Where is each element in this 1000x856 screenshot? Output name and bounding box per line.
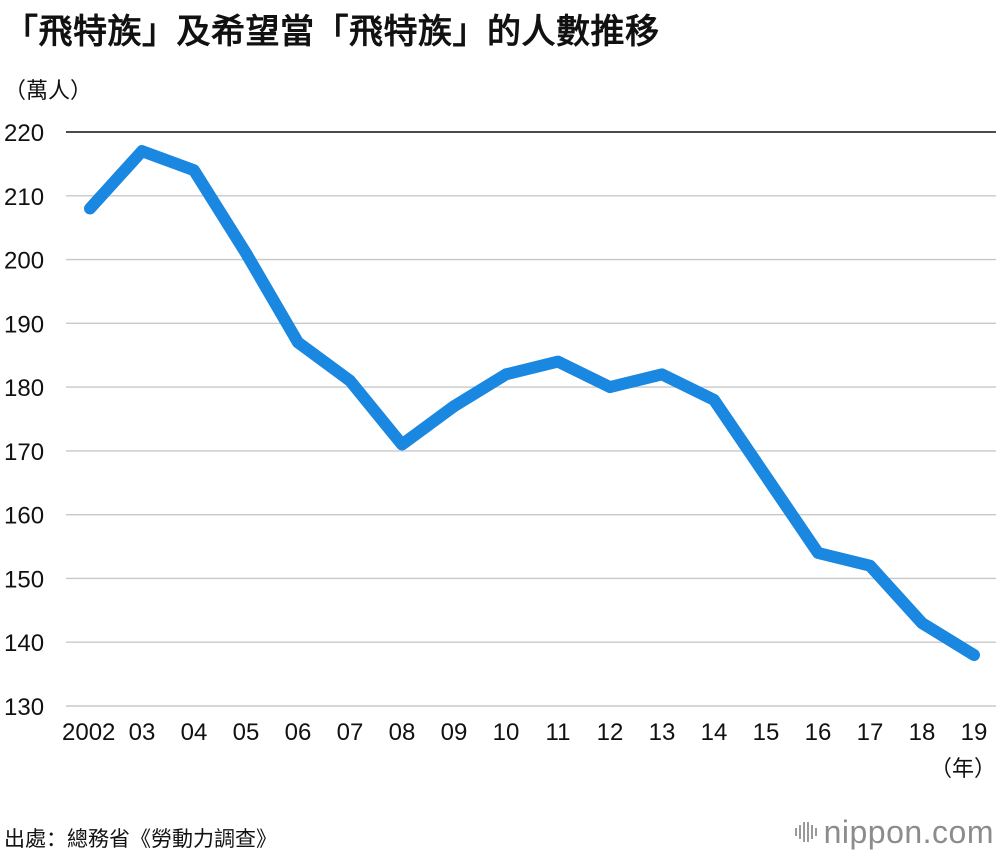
data-point-11 [557,361,559,363]
x-tick-label: 04 [181,719,208,746]
y-tick-label: 140 [4,630,44,657]
y-tick-label: 150 [4,566,44,593]
x-tick-label: 15 [753,719,780,746]
x-tick-label: 06 [285,719,312,746]
data-point-08 [401,444,403,446]
x-tick-label: 05 [233,719,260,746]
data-point-18 [921,622,923,624]
x-axis-unit-label: （年） [930,757,996,782]
x-tick-label: 12 [597,719,624,746]
data-point-16 [817,552,819,554]
y-tick-label: 130 [4,694,44,721]
x-tick-label: 09 [441,719,468,746]
x-tick-label: 11 [546,719,571,746]
brand-logo: nippon.com [794,812,994,852]
y-axis-unit-label: （萬人） [4,79,92,104]
data-point-17 [869,565,871,567]
nippon-logo-icon [794,822,817,842]
data-point-13 [661,373,663,375]
x-tick-label: 10 [493,719,520,746]
data-point-06 [297,341,299,343]
y-tick-label: 170 [4,439,44,466]
series-line [84,145,980,661]
x-tick-label: 19 [961,719,988,746]
brand-name: nippon.com [823,813,994,850]
gridlines [66,131,996,707]
y-tick-label: 190 [4,311,44,338]
data-point-19 [973,654,975,656]
x-tick-label: 07 [337,719,364,746]
data-point-15 [765,475,767,477]
x-tick-label: 16 [805,719,832,746]
data-point-07 [349,380,351,382]
x-tick-label: 13 [649,719,676,746]
data-point-04 [193,169,195,171]
x-tick-label: 17 [857,719,884,746]
y-tick-label: 210 [4,184,44,211]
y-tick-label: 220 [4,120,44,147]
data-point-12 [609,386,611,388]
y-tick-label: 200 [4,248,44,275]
data-point-14 [713,399,715,401]
y-tick-label: 180 [4,375,44,402]
x-tick-label: 18 [909,719,936,746]
x-axis-ticks: 2002 03 04 05 06 07 08 09 10 11 12 13 14 15 16 17 18 19 [62,719,987,746]
data-point-03 [141,150,143,152]
x-tick-label: 14 [701,719,728,746]
data-point-10 [505,373,507,375]
x-tick-label: 08 [389,719,416,746]
y-axis-ticks: 130 140 150 160 170 180 190 200 210 220 [4,120,44,721]
data-point-09 [453,405,455,407]
data-series [84,145,980,661]
x-tick-label: 2002 [62,719,115,746]
data-point-2002 [89,208,91,210]
x-tick-label: 03 [129,719,156,746]
source-note: 出處：總務省《勞動力調查》 [4,827,277,851]
y-tick-label: 160 [4,503,44,530]
data-point-05 [245,252,247,254]
chart-title: 「飛特族」及希望當「飛特族」的人數推移 [4,12,660,52]
